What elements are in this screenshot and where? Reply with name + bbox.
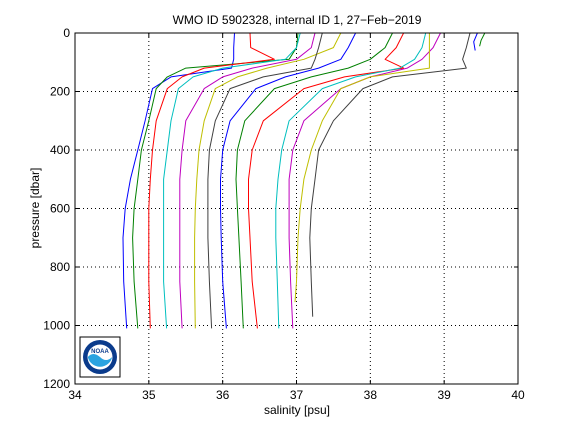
y-tick-label: 600 [50, 202, 70, 216]
y-tick-label: 1200 [43, 377, 70, 391]
profile-line-15 [473, 32, 478, 51]
profile-line-11 [275, 32, 427, 329]
profile-line-5 [179, 32, 316, 329]
x-tick-label: 40 [511, 388, 525, 402]
y-tick-label: 800 [50, 260, 70, 274]
profile-line-10 [248, 32, 405, 329]
series-layer [122, 32, 486, 329]
chart-title: WMO ID 5902328, internal ID 1, 27−Feb−20… [173, 13, 422, 27]
x-tick-label: 39 [437, 388, 451, 402]
y-tick-label: 0 [63, 26, 70, 40]
profile-line-9 [235, 32, 393, 329]
noaa-logo: NOAA [79, 336, 121, 378]
y-axis-label: pressure [dbar] [28, 168, 42, 249]
profile-line-16 [479, 32, 486, 47]
x-tick-label: 37 [290, 388, 304, 402]
profile-line-3 [148, 32, 275, 329]
profile-line-12 [288, 32, 441, 329]
logo-wave [87, 354, 113, 367]
x-tick-label: 35 [142, 388, 156, 402]
grid [75, 33, 518, 384]
x-tick-label: 38 [364, 388, 378, 402]
y-tick-label: 200 [50, 85, 70, 99]
profile-line-4 [163, 32, 301, 329]
x-axis-label: salinity [psu] [264, 403, 330, 417]
logo-text: NOAA [91, 349, 109, 355]
profile-line-1 [122, 32, 235, 329]
x-tick-label: 36 [216, 388, 230, 402]
profile-line-7 [207, 32, 323, 329]
profile-line-2 [132, 32, 299, 329]
profile-line-8 [220, 32, 357, 329]
x-tick-label: 34 [68, 388, 82, 402]
y-tick-label: 400 [50, 143, 70, 157]
profile-line-13 [294, 33, 430, 303]
y-tick-label: 1000 [43, 319, 70, 333]
profile-line-14 [309, 32, 471, 317]
profile-line-6 [194, 32, 342, 329]
